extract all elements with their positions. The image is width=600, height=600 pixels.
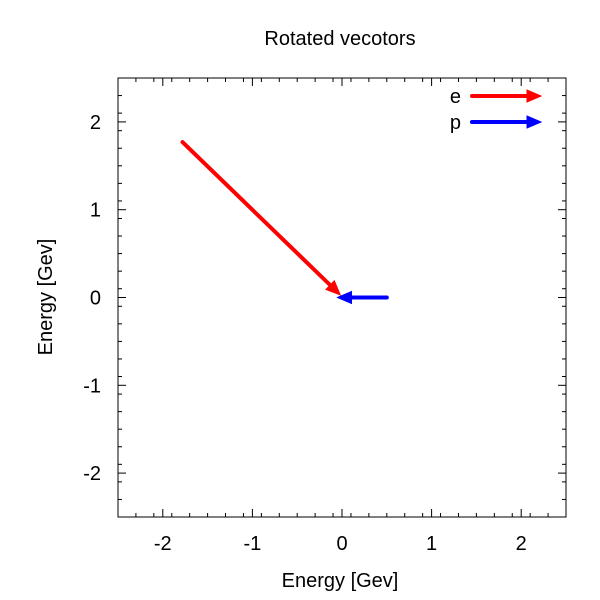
vector-p-head-1 — [336, 290, 353, 305]
y-tick-label: 2 — [90, 112, 101, 134]
x-tick-label: 2 — [516, 533, 527, 555]
major-ticks — [118, 78, 566, 517]
legend-sample-p — [470, 115, 543, 129]
vector-e-head-1 — [325, 279, 342, 296]
x-tick-label: -1 — [244, 533, 262, 555]
chart-title: Rotated vecotors — [264, 28, 415, 50]
minor-ticks — [117, 77, 567, 518]
x-axis-label: Energy [Gev] — [282, 570, 399, 592]
x-tick-label: 0 — [336, 533, 347, 555]
vector-series-p — [336, 290, 389, 305]
x-tick-label: -2 — [154, 533, 172, 555]
legend-sample-e — [470, 89, 543, 103]
y-tick-label: 1 — [90, 200, 101, 222]
y-axis-label: Energy [Gev] — [35, 239, 57, 356]
vector-series-group — [180, 140, 389, 305]
legend-label-p: p — [450, 112, 461, 134]
y-tick-labels: -2 -1 0 1 2 — [83, 112, 101, 485]
x-tick-label: 1 — [426, 533, 437, 555]
legend-label-e: e — [450, 86, 461, 108]
x-tick-labels: -2 -1 0 1 2 — [154, 533, 527, 555]
vector-legend-e-head-1 — [526, 89, 543, 103]
vector-e-shaft-1 — [180, 140, 333, 288]
vector-series-e — [180, 140, 342, 296]
vector-legend-p-head-1 — [526, 115, 543, 129]
y-tick-label: -2 — [83, 463, 101, 485]
y-tick-label: -1 — [83, 375, 101, 397]
legend: ep — [450, 86, 543, 134]
y-tick-label: 0 — [90, 288, 101, 310]
